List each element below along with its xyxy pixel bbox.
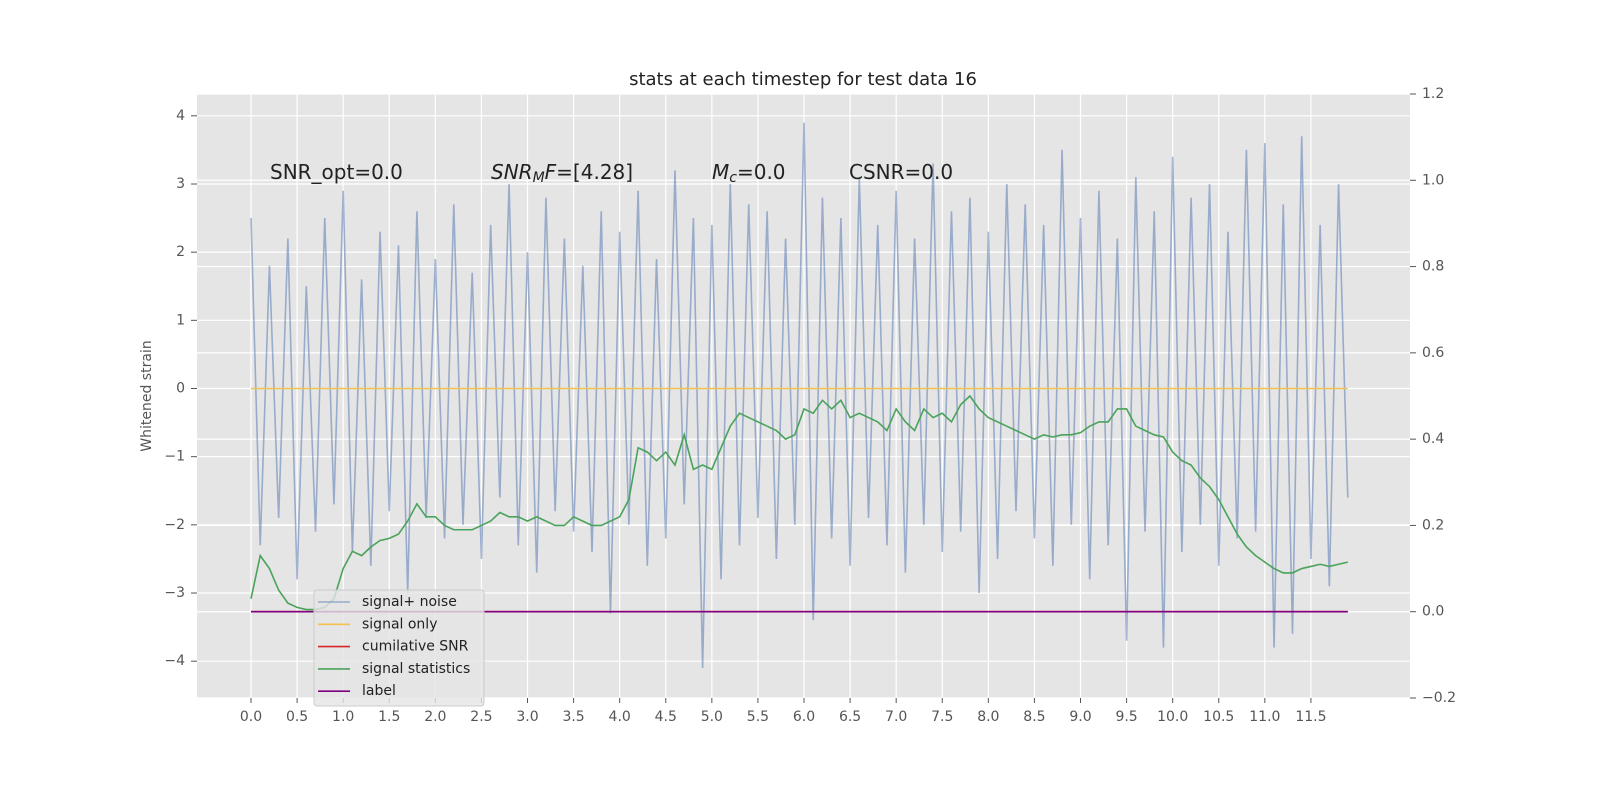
x-tick-label: 10.5 xyxy=(1203,709,1234,725)
x-tick-label: 4.5 xyxy=(655,709,677,725)
x-tick-label: 9.5 xyxy=(1115,709,1137,725)
annotation-part: M xyxy=(533,170,545,186)
annotation: SNRMF=[4.28] xyxy=(491,160,633,187)
annotation-part: =[4.28] xyxy=(556,160,633,184)
chart-title: stats at each timestep for test data 16 xyxy=(629,69,977,90)
x-tick-label: 6.5 xyxy=(839,709,861,725)
series-line xyxy=(250,394,1348,611)
y-tick-label: −1 xyxy=(164,449,185,465)
legend: signal+ noise signal only cumilative SNR si… xyxy=(313,589,485,707)
annotation-part: M xyxy=(712,160,729,184)
legend-label: cumilative SNR xyxy=(362,639,469,655)
series-line xyxy=(250,122,1349,669)
x-tick-label: 8.5 xyxy=(1023,709,1045,725)
x-tick-label: 3.0 xyxy=(516,709,538,725)
y-tick-label: 1 xyxy=(176,312,185,328)
x-tick-label: 10.0 xyxy=(1157,709,1188,725)
x-tick-label: 1.5 xyxy=(378,709,400,725)
y-tick-label: 4 xyxy=(176,108,185,124)
y-tick-label: −2 xyxy=(164,517,185,533)
x-tick-label: 8.0 xyxy=(977,709,999,725)
x-tick-label: 7.0 xyxy=(885,709,907,725)
x-tick-label: 6.0 xyxy=(793,709,815,725)
y2-tick-label: 0.2 xyxy=(1422,517,1444,533)
legend-label: signal statistics xyxy=(362,661,470,677)
y-tick-label: 0 xyxy=(176,381,185,397)
y2-tick-label: 0.0 xyxy=(1422,604,1444,620)
annotation-part: SNR xyxy=(491,160,533,184)
x-tick-label: 0.0 xyxy=(240,709,262,725)
x-tick-label: 1.0 xyxy=(332,709,354,725)
x-tick-label: 2.0 xyxy=(424,709,446,725)
x-tick-label: 4.0 xyxy=(609,709,631,725)
y-tick-label: −3 xyxy=(164,585,185,601)
y2-tick-label: −0.2 xyxy=(1422,690,1456,706)
x-tick-label: 11.0 xyxy=(1249,709,1280,725)
annotation-part: CSNR=0.0 xyxy=(849,160,953,184)
x-tick-label: 7.5 xyxy=(931,709,953,725)
y2-tick-label: 1.0 xyxy=(1422,172,1444,188)
annotation-part: F xyxy=(545,160,557,184)
x-tick-label: 5.5 xyxy=(747,709,769,725)
y2-tick-label: 1.2 xyxy=(1422,86,1444,102)
annotation: SNR_opt=0.0 xyxy=(270,160,403,184)
y-axis-label: Whitened strain xyxy=(139,340,155,451)
y2-tick-label: 0.8 xyxy=(1422,259,1444,275)
y-tick-label: 2 xyxy=(176,244,185,260)
legend-label: signal+ noise xyxy=(362,594,457,610)
legend-label: signal only xyxy=(362,616,437,632)
annotation-part: =0.0 xyxy=(737,160,786,184)
x-tick-label: 5.0 xyxy=(701,709,723,725)
y2-tick-label: 0.4 xyxy=(1422,431,1444,447)
x-tick-label: 2.5 xyxy=(470,709,492,725)
axes: 0.0 0.5 1.0 1.5 2.0 2.5 3.0 3.5 4.0 4.5 5.0 5.5 6.0 6… xyxy=(164,86,1456,725)
x-tick-label: 0.5 xyxy=(286,709,308,725)
x-tick-label: 11.5 xyxy=(1295,709,1326,725)
y2-tick-label: 0.6 xyxy=(1422,345,1444,361)
annotation: Mc=0.0 xyxy=(712,160,786,187)
y-tick-label: 3 xyxy=(176,176,185,192)
annotation-part: c xyxy=(729,170,737,186)
annotation-part: SNR_opt=0.0 xyxy=(270,160,403,184)
x-tick-label: 3.5 xyxy=(562,709,584,725)
legend-label: label xyxy=(362,683,396,699)
y-tick-label: −4 xyxy=(164,653,185,669)
annotation: CSNR=0.0 xyxy=(849,160,953,184)
x-tick-label: 9.0 xyxy=(1069,709,1091,725)
legend-box xyxy=(313,589,485,707)
